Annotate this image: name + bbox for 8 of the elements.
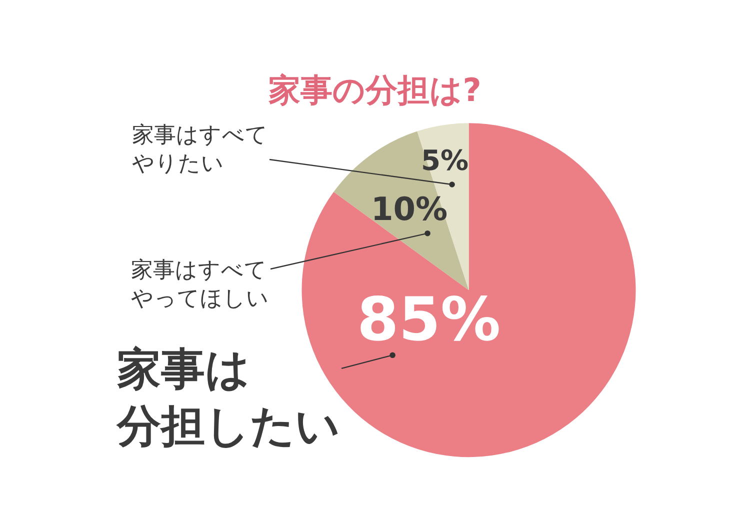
data-label: 5%: [421, 144, 469, 177]
chart-title: 家事の分担は?: [268, 71, 482, 110]
data-label: 10%: [371, 190, 448, 228]
slice-label: 家事はすべてやってほしい: [131, 258, 269, 312]
slice-label: 家事はすべてやりたい: [132, 123, 268, 177]
pie-slice: [334, 131, 469, 290]
slice-label: 家事は分担したい: [116, 344, 340, 452]
data-label: 85%: [357, 285, 501, 355]
